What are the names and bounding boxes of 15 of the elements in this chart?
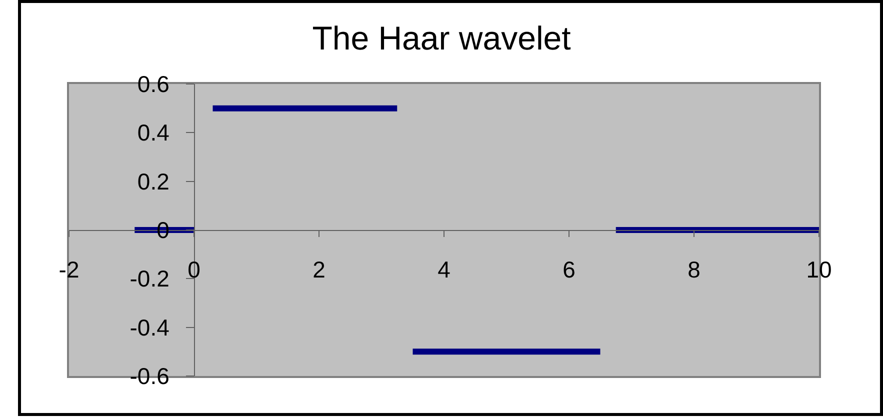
y-tick-label: -0.4: [130, 314, 170, 340]
x-tick-label: 2: [312, 256, 326, 283]
x-tick-label: 4: [438, 256, 451, 283]
chart-title: The Haar wavelet: [312, 20, 571, 57]
x-tick-label: -2: [58, 256, 80, 283]
y-tick-label: 0.2: [137, 168, 170, 194]
y-tick-label: -0.6: [130, 363, 170, 390]
x-tick-label: 0: [188, 256, 200, 283]
y-tick-label: 0.4: [137, 120, 170, 146]
x-tick-label: 6: [562, 256, 576, 283]
y-tick-label: 0: [156, 217, 170, 244]
y-tick-label: 0.6: [137, 71, 170, 98]
y-tick-label: -0.2: [130, 266, 170, 292]
x-tick-label: 8: [688, 256, 700, 283]
x-tick-label: 10: [806, 256, 832, 283]
